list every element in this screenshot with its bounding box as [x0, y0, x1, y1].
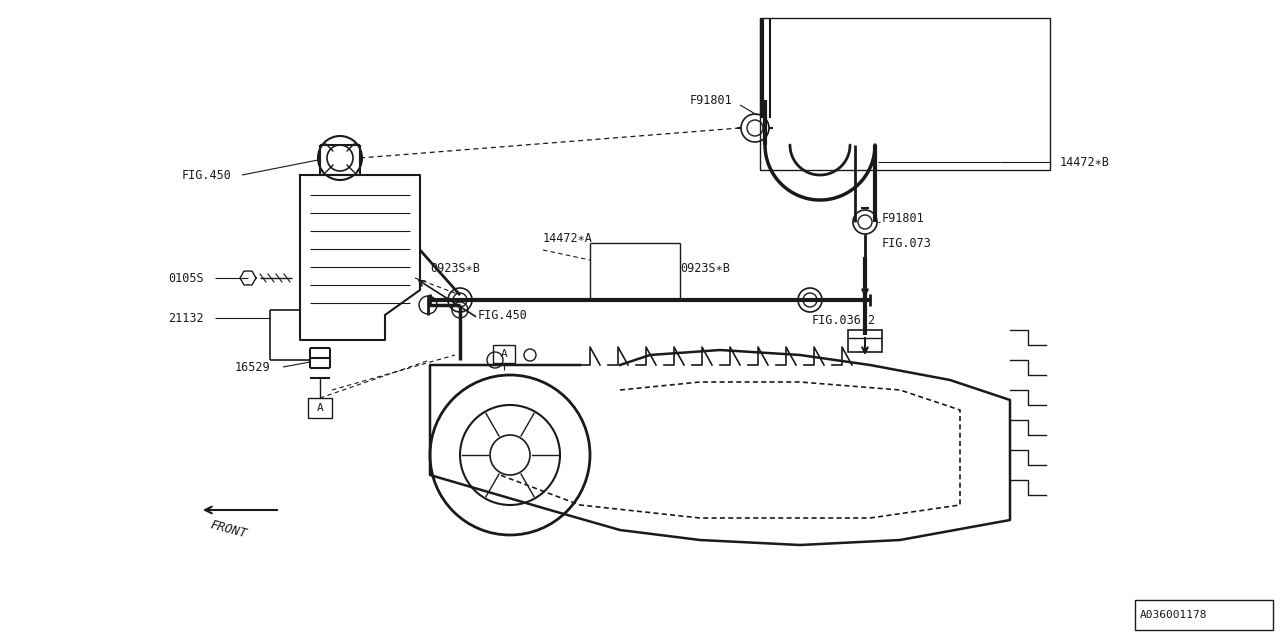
Text: FRONT: FRONT: [209, 519, 248, 541]
Text: 0105S: 0105S: [168, 271, 204, 285]
Text: 0923S∗B: 0923S∗B: [430, 262, 480, 275]
Text: FIG.073: FIG.073: [882, 237, 932, 250]
Text: A: A: [316, 403, 324, 413]
Bar: [1135, 600, 1274, 630]
Text: F91801: F91801: [882, 211, 924, 225]
Text: FIG.450: FIG.450: [182, 168, 232, 182]
Text: A: A: [500, 349, 507, 359]
Bar: [308, 398, 332, 418]
Text: 14472∗A: 14472∗A: [543, 232, 593, 244]
Bar: [849, 330, 882, 352]
Text: A036001178: A036001178: [1140, 610, 1207, 620]
Bar: [760, 18, 1050, 170]
Text: 0923S∗B: 0923S∗B: [680, 262, 730, 275]
Text: F91801: F91801: [690, 93, 732, 106]
Text: 14472∗B: 14472∗B: [1060, 156, 1110, 168]
Text: FIG.450: FIG.450: [477, 308, 527, 321]
Text: FIG.036-2: FIG.036-2: [812, 314, 876, 326]
Text: 21132: 21132: [168, 312, 204, 324]
Bar: [493, 345, 515, 363]
Text: 16529: 16529: [236, 360, 270, 374]
